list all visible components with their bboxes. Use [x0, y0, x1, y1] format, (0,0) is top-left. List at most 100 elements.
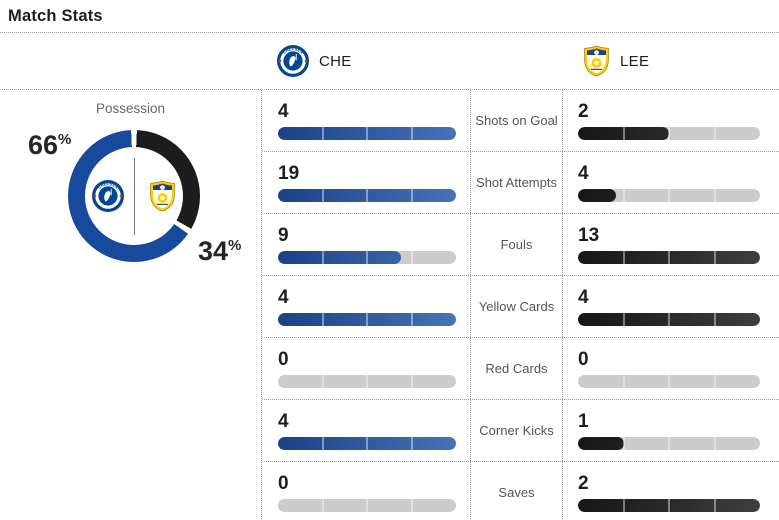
bar-segment-divider [366, 313, 368, 326]
bar-segment-divider [321, 437, 324, 450]
stat-bar-away [578, 499, 760, 512]
donut-divider [134, 158, 135, 235]
bar-segment-divider [321, 127, 324, 140]
bar-segment-divider [410, 251, 413, 264]
team-header-row: CHE LEE [0, 33, 779, 90]
team-away-abbr: LEE [620, 52, 650, 70]
bar-fill [578, 313, 760, 326]
stat-bar-home [278, 313, 456, 326]
bar-segment-divider [668, 189, 670, 202]
stat-value-away: 2 [578, 101, 589, 122]
stat-row: 4 Yellow Cards 4 [262, 276, 779, 338]
bar-fill [278, 251, 402, 264]
possession-panel: Possession 66% 34% [0, 90, 262, 519]
bar-segment-divider [713, 127, 716, 140]
title-bar: Match Stats [0, 0, 779, 33]
bar-segment-divider [713, 375, 716, 388]
bar-segment-divider [622, 437, 625, 450]
bar-segment-divider [410, 437, 413, 450]
stat-bar-away [578, 313, 760, 326]
stat-label: Yellow Cards [470, 276, 563, 337]
bar-segment-divider [366, 499, 368, 512]
content-area: Possession 66% 34% 4 Shots on Goal 2 19 Shot… [0, 90, 779, 520]
stat-cell-away: 13 [563, 214, 779, 275]
stat-bar-away [578, 189, 760, 202]
stat-cell-home: 19 [262, 152, 470, 213]
bar-segment-divider [321, 375, 324, 388]
stat-bar-away [578, 251, 760, 264]
stat-cell-away: 4 [563, 276, 779, 337]
stat-row: 19 Shot Attempts 4 [262, 152, 779, 214]
stat-bar-home [278, 127, 456, 140]
stat-value-away: 0 [578, 349, 589, 370]
stat-value-away: 2 [578, 473, 589, 494]
bar-segment-divider [622, 251, 625, 264]
chelsea-crest-icon [92, 180, 124, 212]
stat-value-away: 4 [578, 287, 589, 308]
bar-fill [578, 437, 624, 450]
team-home: CHE [277, 45, 352, 77]
stat-cell-home: 4 [262, 90, 470, 151]
chelsea-crest-icon [277, 45, 309, 77]
stat-value-home: 0 [278, 473, 289, 494]
stat-bar-away [578, 127, 760, 140]
stat-cell-home: 9 [262, 214, 470, 275]
stat-label: Corner Kicks [470, 400, 563, 461]
bar-segment-divider [713, 189, 716, 202]
stat-bar-home [278, 375, 456, 388]
stat-value-home: 4 [278, 411, 289, 432]
bar-segment-divider [668, 375, 670, 388]
bar-segment-divider [622, 375, 625, 388]
stat-bar-away [578, 375, 760, 388]
leeds-crest-icon [584, 45, 609, 77]
bar-segment-divider [321, 313, 324, 326]
bar-segment-divider [668, 437, 670, 450]
stat-cell-away: 0 [563, 338, 779, 399]
bar-fill [278, 313, 456, 326]
stat-row: 0 Saves 2 [262, 462, 779, 520]
stats-table: 4 Shots on Goal 2 19 Shot Attempts 4 9 Fouls 13 4… [262, 90, 779, 520]
possession-donut-ring [68, 130, 200, 262]
stat-cell-home: 4 [262, 276, 470, 337]
stat-bar-home [278, 499, 456, 512]
stat-cell-away: 1 [563, 400, 779, 461]
bar-segment-divider [668, 127, 670, 140]
stat-value-away: 13 [578, 225, 600, 246]
stat-row: 0 Red Cards 0 [262, 338, 779, 400]
bar-segment-divider [366, 189, 368, 202]
bar-segment-divider [410, 189, 413, 202]
bar-segment-divider [410, 375, 413, 388]
bar-segment-divider [622, 499, 625, 512]
team-away: LEE [583, 45, 649, 77]
stat-cell-away: 2 [563, 90, 779, 151]
stat-label: Shots on Goal [470, 90, 563, 151]
stat-label: Red Cards [470, 338, 563, 399]
bar-fill [578, 251, 760, 264]
bar-segment-divider [713, 251, 716, 264]
stat-cell-away: 4 [563, 152, 779, 213]
bar-segment-divider [622, 313, 625, 326]
stat-bar-home [278, 251, 456, 264]
bar-fill [278, 189, 456, 202]
bar-segment-divider [668, 499, 670, 512]
bar-segment-divider [366, 375, 368, 388]
bar-segment-divider [410, 313, 413, 326]
bar-segment-divider [668, 251, 670, 264]
bar-fill [578, 189, 617, 202]
stat-value-home: 0 [278, 349, 289, 370]
stat-cell-home: 0 [262, 462, 470, 520]
stat-value-away: 4 [578, 163, 589, 184]
bar-fill [278, 437, 456, 450]
possession-title: Possession [95, 101, 166, 116]
bar-segment-divider [713, 313, 716, 326]
page-title: Match Stats [8, 6, 103, 25]
bar-segment-divider [410, 127, 413, 140]
stat-bar-home [278, 189, 456, 202]
bar-segment-divider [366, 437, 368, 450]
stat-cell-home: 4 [262, 400, 470, 461]
bar-fill [578, 499, 760, 512]
bar-segment-divider [410, 499, 413, 512]
stat-label: Fouls [470, 214, 563, 275]
bar-segment-divider [622, 127, 625, 140]
